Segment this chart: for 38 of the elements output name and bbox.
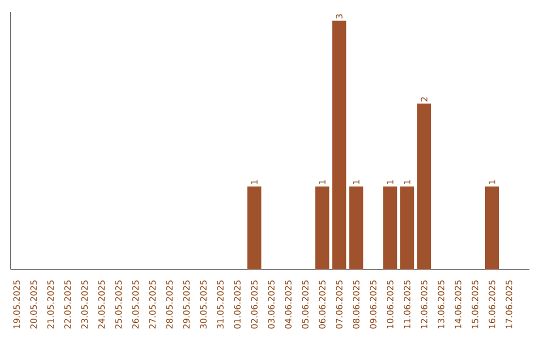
x-tick-label: 27.05.2025 <box>149 280 156 329</box>
x-tick-label: 19.05.2025 <box>13 280 20 328</box>
data-label: 1 <box>353 180 360 184</box>
x-tick-label: 12.06.2025 <box>420 280 428 328</box>
x-tick-label: 30.05.2025 <box>200 280 207 328</box>
x-tick-label: 22.05.2025 <box>64 280 71 329</box>
x-tick-label: 10.06.2025 <box>386 280 394 328</box>
data-label: 1 <box>404 180 410 184</box>
x-tick-label: 14.06.2025 <box>454 280 462 328</box>
x-tick-label: 31.05.2025 <box>217 280 224 328</box>
data-label: 2 <box>420 97 428 102</box>
x-tick-label: 01.06.2025 <box>234 280 241 329</box>
x-tick-label: 04.06.2025 <box>285 280 292 329</box>
x-tick-label: 13.06.2025 <box>438 280 444 328</box>
x-tick-label: 25.05.2025 <box>115 280 122 329</box>
data-label: 1 <box>319 180 326 184</box>
x-tick-label: 24.05.2025 <box>98 280 105 329</box>
x-tick-label: 07.06.2025 <box>336 280 342 329</box>
x-tick-label: 23.05.2025 <box>81 280 88 329</box>
data-label: 1 <box>488 180 496 184</box>
x-tick-label: 02.06.2025 <box>251 280 258 329</box>
data-label: 3 <box>336 14 342 18</box>
x-tick-label: 11.06.2025 <box>404 280 410 328</box>
data-label: 1 <box>386 180 394 184</box>
x-tick-label: 20.05.2025 <box>30 280 37 329</box>
x-tick-label: 03.06.2025 <box>268 280 275 329</box>
data-label: 1 <box>251 180 258 184</box>
x-tick-label: 05.06.2025 <box>302 280 308 329</box>
x-tick-label: 21.05.2025 <box>47 280 54 329</box>
x-tick-label: 08.06.2025 <box>352 280 360 329</box>
x-tick-label: 06.06.2025 <box>318 280 326 329</box>
x-tick-label: 15.06.2025 <box>472 280 478 328</box>
x-tick-label: 28.05.2025 <box>166 280 173 329</box>
x-tick-label: 16.06.2025 <box>488 280 496 328</box>
x-tick-label: 26.05.2025 <box>132 280 139 329</box>
x-tick-label: 17.06.2025 <box>506 280 512 328</box>
x-tick-label: 09.06.2025 <box>370 280 376 329</box>
x-tick-label: 29.05.2025 <box>183 280 190 329</box>
